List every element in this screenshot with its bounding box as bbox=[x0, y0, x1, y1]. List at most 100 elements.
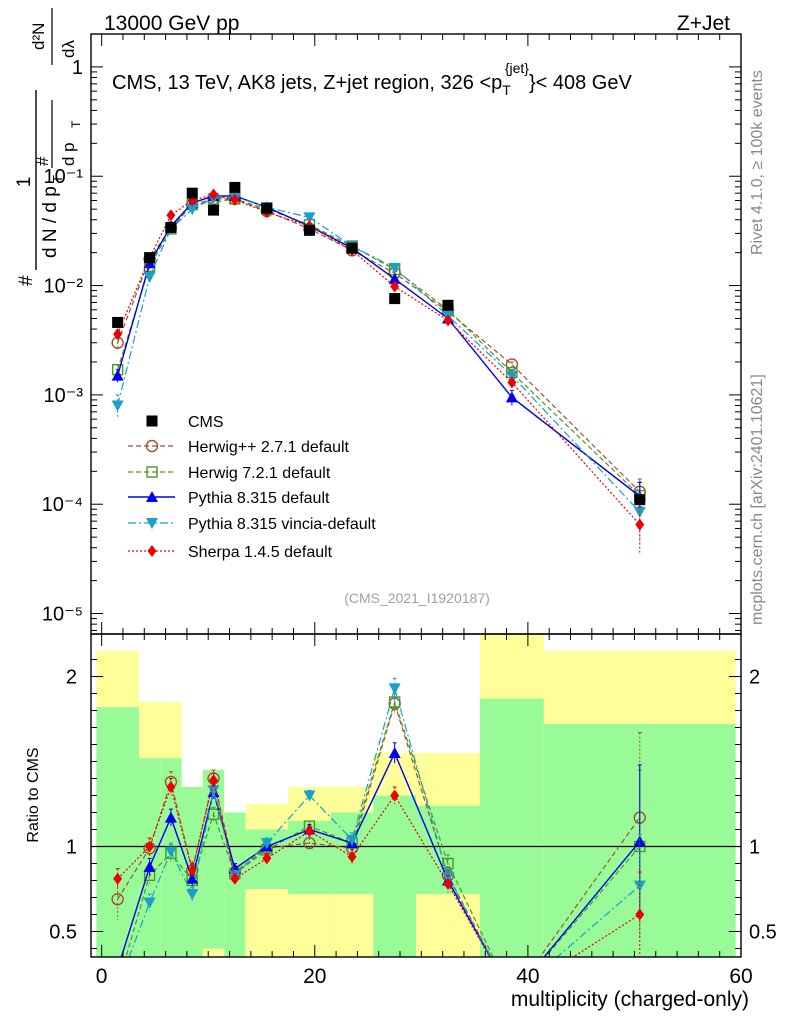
band-inner-1 bbox=[138, 758, 161, 957]
ratio-point-sherpa-12 bbox=[635, 908, 645, 921]
ratio-point-sherpa-0 bbox=[113, 872, 123, 885]
ratio-point-sherpa-10 bbox=[443, 877, 453, 890]
ratio-point-sherpa-6 bbox=[262, 852, 272, 865]
ratio-point-vincia-2 bbox=[164, 846, 177, 858]
ratio-point-pythia-3 bbox=[186, 872, 199, 884]
band-inner-11 bbox=[479, 698, 544, 957]
legend-label-vincia: Pythia 8.315 vincia-default bbox=[188, 516, 376, 533]
ratio-point-vincia-4 bbox=[207, 785, 220, 797]
ylabel-dpt-sub: T bbox=[69, 120, 83, 128]
legend-item-sherpa: Sherpa 1.4.5 default bbox=[128, 544, 333, 561]
ylabel-d2n: d²N bbox=[29, 23, 48, 50]
ylabel-dpt: d p bbox=[59, 142, 78, 166]
legend-symbol-vincia bbox=[146, 518, 158, 529]
legend-symbol-herwig7 bbox=[146, 466, 158, 478]
main-point-cms-12 bbox=[634, 494, 646, 506]
main-series-herwigpp bbox=[111, 192, 646, 510]
ratio-series-sherpa bbox=[113, 772, 645, 957]
legend-marker-cms bbox=[146, 415, 158, 427]
main-ytick-label: 1 bbox=[72, 57, 83, 79]
ratio-point-sherpa-3 bbox=[187, 864, 197, 877]
ratio-ytick-label: 1 bbox=[66, 837, 77, 859]
ratio-point-sherpa-5 bbox=[230, 872, 240, 885]
main-point-sherpa-11 bbox=[507, 376, 517, 389]
legend-label-herwig7: Herwig 7.2.1 default bbox=[188, 465, 331, 482]
ylabel-dn: d N / d p bbox=[40, 186, 61, 258]
ratio-point-vincia-10 bbox=[441, 872, 454, 884]
ratio-point-pythia-0 bbox=[112, 963, 124, 974]
ratio-point-vincia-9 bbox=[388, 683, 401, 695]
legend-symbol-herwigpp bbox=[145, 439, 159, 453]
ratio-point-sherpa-4 bbox=[209, 774, 219, 787]
ratio-ytick-label: 2 bbox=[66, 667, 77, 689]
main-point-cms-6 bbox=[261, 202, 273, 214]
ratio-point-pythia-1 bbox=[143, 860, 156, 872]
main-point-cms-5 bbox=[229, 181, 241, 193]
ratio-xtick-label: 60 bbox=[729, 965, 752, 988]
side-source-label: mcplots.cern.ch [arXiv:2401.10621] bbox=[749, 374, 766, 625]
main-point-cms-2 bbox=[165, 221, 177, 233]
ratio-xtick-label: 20 bbox=[303, 965, 326, 988]
main-point-pythia-9 bbox=[388, 272, 401, 284]
axes: 10⁻⁵ 10⁻⁴ 10⁻³ 10⁻² 10⁻¹ 1 0 20 40 60 0.5 0.5 1 1 2 2 bbox=[42, 33, 777, 988]
main-point-sherpa-0 bbox=[113, 328, 123, 341]
ratio-ytick-label: 0.5 bbox=[49, 922, 77, 944]
ratio-point-vincia-6 bbox=[260, 838, 273, 850]
ratio-point-vincia-8 bbox=[346, 834, 359, 846]
main-point-sherpa-12 bbox=[635, 518, 645, 531]
legend-label-cms: CMS bbox=[188, 414, 224, 431]
ratio-point-vincia-7 bbox=[303, 790, 316, 802]
main-panel bbox=[111, 181, 646, 555]
main-point-sherpa-4 bbox=[209, 188, 219, 201]
main-title-suffix: }< 408 GeV bbox=[529, 72, 633, 94]
ylabel-one: 1 bbox=[14, 177, 35, 188]
main-point-sherpa-9 bbox=[390, 280, 400, 293]
main-title: CMS, 13 TeV, AK8 jets, Z+jet region, 326… bbox=[112, 60, 632, 98]
main-ytick-label: 10⁻² bbox=[44, 276, 84, 298]
main-point-cms-8 bbox=[346, 242, 358, 254]
legend-item-herwig7: Herwig 7.2.1 default bbox=[128, 465, 331, 482]
ratio-ytick-label-right: 2 bbox=[749, 667, 760, 689]
ratio-point-sherpa-1 bbox=[145, 840, 155, 853]
legend-item-herwigpp: Herwig++ 2.7.1 default bbox=[128, 439, 350, 456]
energy-label: 13000 GeV pp bbox=[104, 12, 239, 35]
main-point-vincia-0 bbox=[111, 400, 124, 412]
main-point-vincia-11 bbox=[505, 370, 518, 382]
legend-marker-sherpa bbox=[128, 545, 175, 557]
ratio-panel bbox=[91, 677, 741, 994]
ratio-point-vincia-0 bbox=[112, 983, 124, 994]
main-point-cms-0 bbox=[112, 316, 124, 328]
legend: CMS Herwig++ 2.7.1 default Herwig 7.2.1 … bbox=[128, 414, 376, 561]
main-ytick-label: 10⁻⁵ bbox=[42, 604, 83, 626]
ratio-point-vincia-1 bbox=[143, 897, 156, 909]
legend-item-cms: CMS bbox=[146, 414, 224, 431]
process-label: Z+Jet bbox=[677, 12, 730, 35]
main-ytick-label: 10⁻³ bbox=[44, 385, 84, 407]
ratio-point-pythia-12 bbox=[633, 835, 646, 847]
ylabel-hash-n: # bbox=[16, 275, 37, 286]
ratio-point-sherpa-8 bbox=[347, 850, 357, 863]
main-title-prefix: CMS, 13 TeV, AK8 jets, Z+jet region, 326… bbox=[112, 72, 502, 94]
legend-item-vincia: Pythia 8.315 vincia-default bbox=[128, 516, 376, 533]
main-ylabel: 1 # d N / d p T # d²N d p T dλ bbox=[14, 8, 83, 286]
ratio-point-vincia-12 bbox=[633, 880, 646, 892]
legend-label-sherpa: Sherpa 1.4.5 default bbox=[188, 544, 333, 561]
main-point-cms-4 bbox=[208, 204, 220, 216]
band-inner-9 bbox=[373, 795, 416, 957]
ratio-point-sherpa-2 bbox=[166, 781, 176, 793]
ratio-point-pythia-2 bbox=[164, 811, 177, 823]
main-point-vincia-3 bbox=[186, 204, 199, 216]
legend-symbol-cms bbox=[146, 415, 158, 427]
ratio-ylabel: Ratio to CMS bbox=[25, 747, 42, 842]
main-ytick-label: 10⁻¹ bbox=[44, 166, 84, 188]
main-point-cms-1 bbox=[144, 252, 156, 264]
main-point-pythia-0 bbox=[111, 369, 124, 381]
ratio-point-vincia-3 bbox=[186, 889, 199, 901]
ratio-point-herwigpp-0 bbox=[111, 893, 124, 906]
legend-label-pythia: Pythia 8.315 default bbox=[188, 490, 330, 507]
ratio-series-vincia bbox=[112, 677, 646, 994]
main-point-cms-9 bbox=[389, 293, 401, 305]
legend-symbol-sherpa bbox=[147, 545, 157, 557]
